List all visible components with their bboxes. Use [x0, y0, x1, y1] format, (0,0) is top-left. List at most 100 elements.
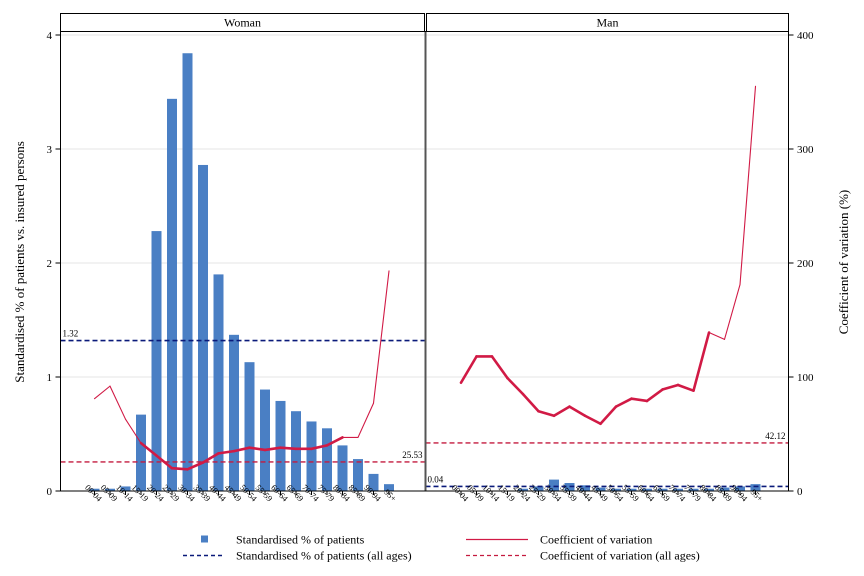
bar	[549, 479, 559, 491]
bar	[120, 486, 131, 491]
cv-segment	[263, 446, 282, 452]
axes	[60, 31, 789, 492]
cv-segment	[325, 436, 344, 447]
cv-segment	[661, 383, 680, 391]
legend: Standardised % of patients Coefficient o…	[183, 533, 700, 563]
cv-segment	[186, 461, 205, 471]
cv-segment	[372, 270, 390, 404]
cv-segment	[506, 376, 525, 396]
y-tick-label-right: 400	[797, 30, 814, 42]
y-tick-label-left: 0	[47, 486, 53, 498]
x-ticks: 00-0405-0910-1415-1920-2425-2930-3435-39…	[83, 482, 765, 504]
cv-segment	[521, 392, 540, 413]
bar	[105, 488, 115, 491]
bar	[611, 488, 621, 491]
cv-segment	[93, 385, 111, 400]
ref-label-bars: 1.32	[63, 329, 79, 339]
cv-lines	[93, 85, 757, 471]
cv-segment	[109, 385, 127, 420]
bar	[322, 428, 332, 491]
panel-title-woman: Woman	[224, 16, 261, 30]
cv-segment	[676, 383, 695, 392]
y-tick-label-right: 300	[797, 144, 814, 156]
cv-segment	[568, 405, 587, 418]
cv-segment	[537, 409, 556, 418]
cv-segment	[708, 331, 726, 340]
bar	[368, 473, 379, 491]
y-tick-label-right: 0	[797, 486, 803, 498]
bar	[688, 488, 699, 491]
bar	[735, 486, 745, 491]
bar	[198, 164, 208, 491]
legend-label-ref-cv: Coefficient of variation (all ages)	[540, 549, 700, 563]
cv-segment	[552, 405, 571, 418]
bar	[595, 487, 606, 491]
bar	[244, 362, 255, 491]
reference-lines: 1.32 25.53 0.04 42.12	[60, 329, 789, 488]
y-ticks: 0 1 2 3 4 0 100 200 300 400	[47, 30, 815, 498]
cv-segment	[723, 284, 741, 340]
cv-segment	[614, 397, 633, 408]
cv-segment	[279, 446, 298, 451]
cv-segment	[645, 388, 664, 403]
panel-title-man: Man	[597, 16, 619, 30]
bar	[353, 459, 363, 491]
cv-segment	[310, 444, 329, 451]
bar	[673, 488, 683, 491]
bar	[306, 421, 317, 491]
bar	[275, 400, 286, 491]
bar	[384, 484, 394, 491]
cv-segment	[124, 418, 142, 444]
cv-segment	[170, 466, 189, 471]
bar	[260, 389, 270, 491]
cv-segment	[232, 446, 251, 453]
cv-segment	[739, 85, 757, 286]
y-tick-label-left: 3	[47, 144, 53, 156]
bar	[642, 488, 652, 491]
y-tick-label-left: 2	[47, 258, 53, 270]
bar	[719, 487, 730, 491]
cv-segment	[139, 441, 158, 457]
cv-segment	[599, 405, 618, 426]
legend-swatch-bars	[201, 535, 208, 543]
bar	[337, 445, 348, 491]
cv-segment	[248, 446, 267, 452]
bar	[580, 485, 590, 491]
cv-segment	[630, 397, 649, 403]
bar	[518, 488, 528, 491]
ref-label-bars: 0.04	[428, 474, 444, 484]
y-axis-label-right: Coefficient of variation (%)	[836, 190, 851, 335]
y-tick-label-left: 1	[47, 372, 53, 384]
bar	[657, 488, 668, 491]
bar	[213, 274, 224, 491]
cv-segment	[201, 452, 220, 464]
chart-frame: Woman Man	[60, 13, 789, 32]
bar	[136, 414, 146, 491]
cv-segment	[583, 414, 602, 426]
ref-label-cv: 25.53	[402, 450, 423, 460]
legend-label-ref-bars: Standardised % of patients (all ages)	[236, 549, 412, 563]
bar	[229, 334, 239, 491]
cv-segment	[692, 331, 711, 392]
cv-segment	[217, 449, 236, 455]
bar	[750, 484, 761, 491]
bar	[151, 231, 162, 491]
bar	[533, 486, 544, 491]
bar	[167, 98, 177, 491]
cv-segment	[490, 355, 509, 380]
legend-label-cv: Coefficient of variation	[540, 533, 652, 547]
y-tick-label-right: 100	[797, 372, 814, 384]
cv-segment	[155, 454, 174, 470]
cv-segment	[459, 355, 478, 385]
y-axis-label-left: Standardised % of patients vs. insured p…	[12, 141, 27, 383]
ref-label-cv: 42.12	[765, 431, 785, 441]
y-tick-label-left: 4	[47, 30, 53, 42]
bar	[704, 488, 714, 491]
y-tick-label-right: 200	[797, 258, 814, 270]
bars	[89, 53, 761, 492]
cv-segment	[357, 402, 375, 438]
legend-label-bars: Standardised % of patients	[236, 533, 365, 547]
bar	[89, 488, 100, 491]
bar	[291, 411, 301, 491]
